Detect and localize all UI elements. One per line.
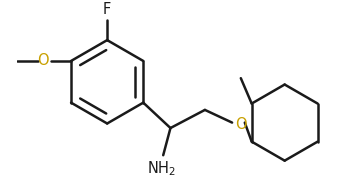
- Text: F: F: [103, 3, 111, 18]
- Text: O: O: [37, 54, 48, 68]
- Text: NH$_2$: NH$_2$: [147, 160, 176, 178]
- Text: O: O: [235, 117, 246, 132]
